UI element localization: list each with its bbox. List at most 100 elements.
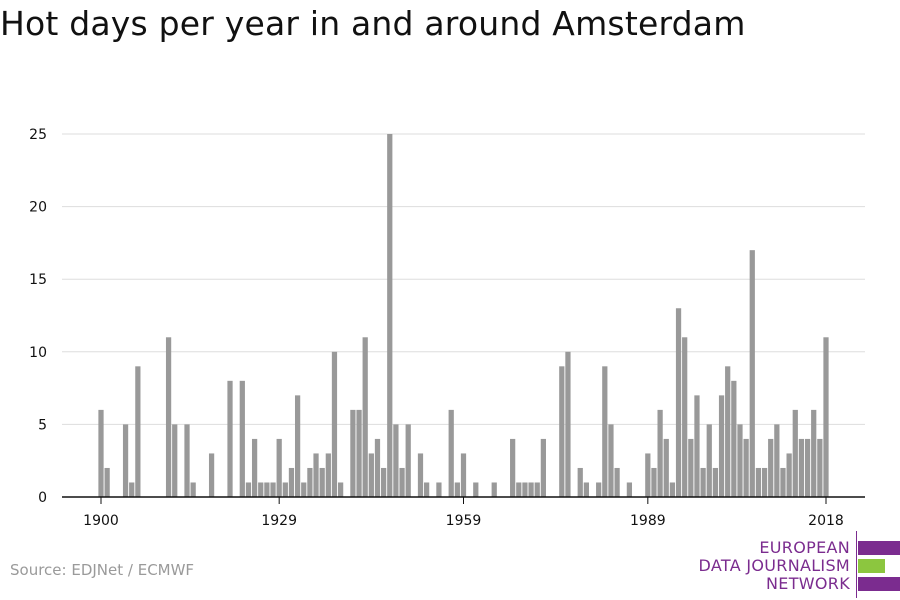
bar-2004	[737, 424, 743, 497]
bar-1976	[565, 351, 571, 497]
bar-1958	[454, 482, 460, 497]
bar-2015	[804, 438, 811, 497]
bar-1938	[331, 351, 338, 497]
bar-1967	[510, 438, 516, 497]
bar-1923	[239, 380, 245, 497]
bar-1999	[706, 424, 712, 497]
bar-1983	[608, 424, 614, 497]
x-tick-label: 1989	[630, 513, 666, 529]
bar-1978	[577, 467, 583, 497]
bar-1929	[276, 438, 282, 497]
logo-text-line-1: EUROPEAN	[759, 538, 850, 557]
bar-2016	[811, 409, 817, 497]
bar-1971	[534, 482, 540, 497]
bar-1921	[227, 380, 233, 497]
bar-2014	[798, 438, 805, 497]
x-tick-label: 1959	[446, 513, 482, 529]
bar-1900	[98, 409, 104, 497]
bar-1970	[528, 482, 534, 497]
x-tick-label: 1929	[261, 513, 297, 529]
bar-1952	[417, 453, 424, 497]
bar-1953	[424, 482, 430, 497]
bar-2003	[731, 380, 737, 497]
bar-2001	[718, 395, 725, 497]
bar-1984	[614, 467, 620, 497]
y-tick-label: 0	[38, 490, 47, 506]
bar-1994	[675, 308, 682, 497]
x-tick-label: 2018	[808, 513, 844, 529]
bar-1945	[374, 438, 381, 497]
bar-1944	[368, 453, 374, 497]
bar-1932	[294, 395, 301, 497]
bar-1904	[122, 424, 129, 497]
bar-2010	[774, 424, 780, 497]
y-axis-ticks: 0 5 10 15 20 25	[29, 127, 47, 506]
bar-2017	[817, 438, 823, 497]
logo-divider	[856, 531, 857, 598]
bar-1933	[301, 482, 307, 497]
gridlines	[62, 133, 865, 425]
bar-1939	[338, 482, 344, 497]
bar-1943	[362, 337, 368, 497]
bar-1989	[645, 453, 651, 497]
bar-2012	[786, 453, 792, 497]
bar-1934	[307, 467, 313, 497]
bar-1959	[460, 453, 467, 497]
bar-1979	[583, 482, 589, 497]
chart-title: Hot days per year in and around Amsterda…	[0, 4, 746, 43]
bar-1957	[448, 409, 454, 497]
bar-2000	[712, 467, 719, 497]
y-tick-label: 5	[38, 417, 47, 433]
bar-1926	[258, 482, 264, 497]
bar-2005	[743, 438, 749, 497]
bar-1990	[651, 467, 657, 497]
bar-1901	[104, 467, 110, 497]
bar-1981	[596, 482, 602, 497]
bar-2007	[755, 467, 762, 497]
bar-1931	[288, 467, 295, 497]
bar-1975	[559, 366, 565, 497]
logo-text-line-3: NETWORK	[766, 574, 850, 593]
x-tick-label: 1900	[83, 513, 119, 529]
bar-1936	[319, 467, 325, 497]
bar-1961	[473, 482, 479, 497]
logo-text-line-2: DATA JOURNALISM	[698, 556, 850, 575]
bar-1946	[381, 467, 387, 497]
bar-2006	[749, 250, 755, 497]
bar-1912	[172, 424, 178, 497]
bar-1982	[602, 366, 608, 497]
bar-2011	[780, 467, 786, 497]
bar-1991	[657, 409, 663, 497]
bar-1937	[325, 453, 331, 497]
bar-2002	[725, 366, 731, 497]
bar-1942	[356, 409, 362, 497]
bar-1993	[669, 482, 676, 497]
bar-2009	[768, 438, 774, 497]
bar-1914	[184, 424, 190, 497]
bar-1986	[626, 482, 633, 497]
bar-1924	[245, 482, 252, 497]
bars	[98, 134, 829, 497]
bar-1997	[694, 395, 700, 497]
bar-1925	[251, 438, 258, 497]
bar-1948	[393, 424, 399, 497]
bar-1941	[350, 409, 356, 497]
source-note: Source: EDJNet / ECMWF	[10, 561, 195, 579]
bar-1906	[135, 366, 141, 497]
y-tick-label: 10	[29, 345, 47, 361]
bar-1998	[700, 467, 706, 497]
bar-1918	[208, 453, 215, 497]
bar-1930	[282, 482, 288, 497]
bar-1969	[522, 482, 528, 497]
bar-1905	[129, 482, 135, 497]
bar-2018	[823, 337, 829, 497]
bar-1928	[270, 482, 276, 497]
bar-1935	[313, 453, 319, 497]
bar-1995	[682, 337, 688, 497]
bar-1955	[436, 482, 442, 497]
bar-1915	[190, 482, 196, 497]
bar-1996	[688, 438, 694, 497]
bar-1992	[663, 438, 669, 497]
y-tick-label: 15	[29, 272, 47, 288]
